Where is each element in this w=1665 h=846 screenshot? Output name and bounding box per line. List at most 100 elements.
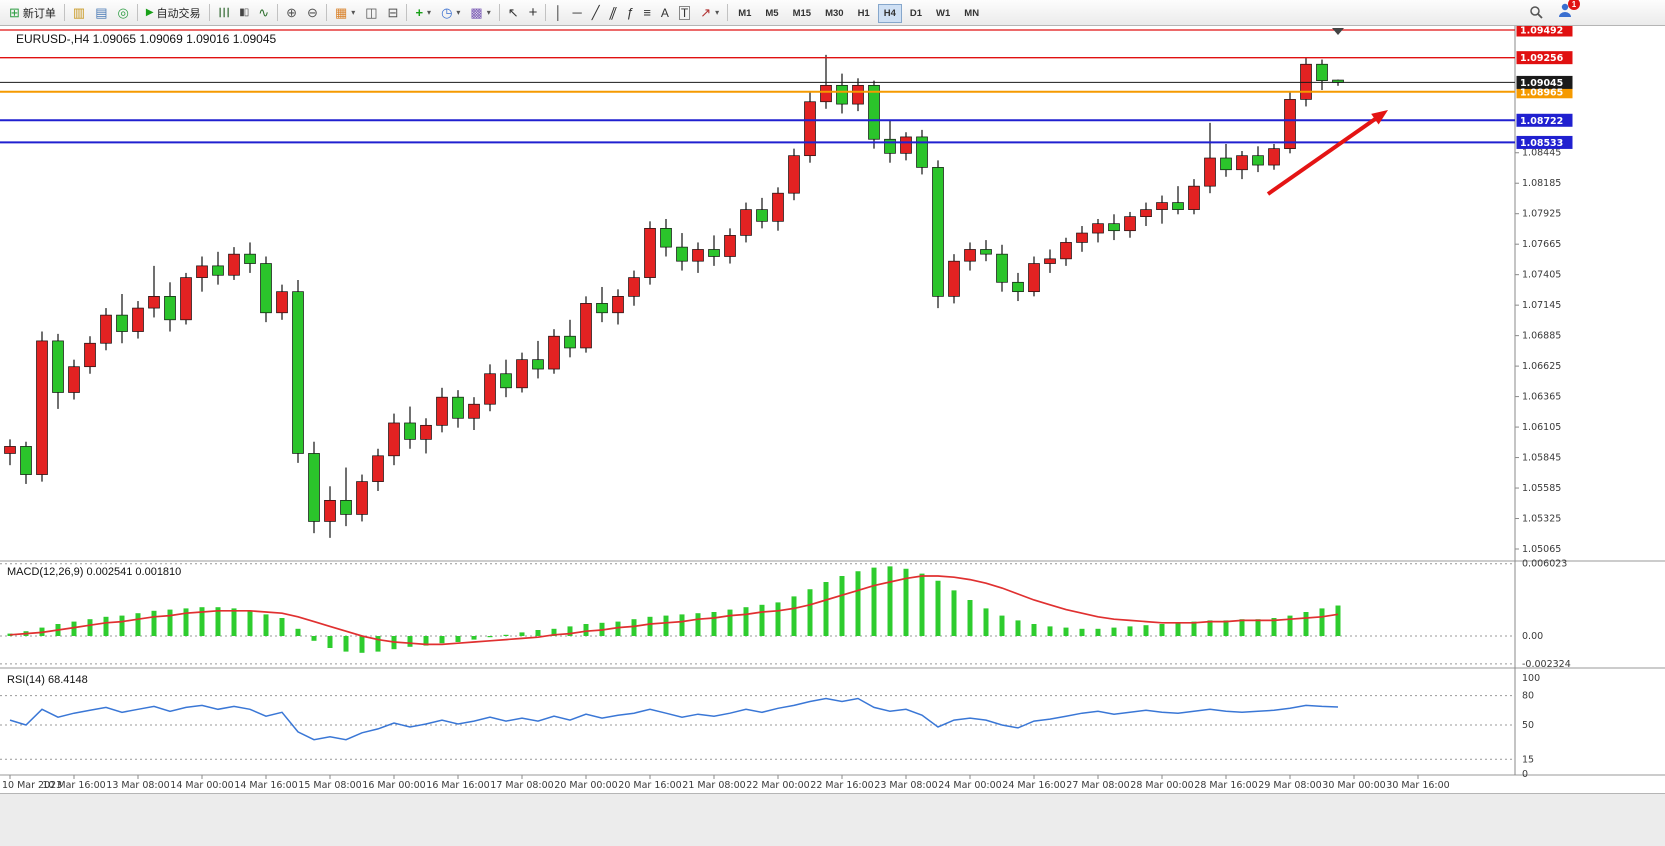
candle-down — [756, 209, 768, 222]
candle-down — [980, 249, 992, 255]
trend-arrow[interactable] — [1266, 114, 1381, 196]
toolbar-separator — [325, 4, 327, 21]
candle-down — [404, 422, 416, 440]
zoom-in-button[interactable]: ⊕ — [281, 2, 302, 23]
crosshair-button[interactable]: + — [524, 2, 543, 23]
data-window-button[interactable]: ▤ — [90, 2, 112, 23]
candle-down — [564, 335, 576, 349]
horizontal-line-button[interactable]: ─ — [568, 2, 587, 23]
price-tick-label: 1.05585 — [1522, 483, 1561, 494]
market-watch-icon: ▥ — [72, 5, 86, 20]
text-button[interactable]: A — [656, 2, 674, 23]
timeframe-button-H1[interactable]: H1 — [852, 4, 876, 23]
bar-chart-button[interactable]: ☰ — [213, 2, 235, 23]
candle-up — [68, 366, 80, 393]
navigator-button[interactable]: ◎ — [113, 2, 134, 23]
rsi-panel — [0, 695, 1515, 760]
price-chart[interactable]: 1.08445 1.08185 1.07925 1.07665 1.07405 1.071… — [0, 23, 1665, 793]
new-chart-button[interactable]: ▦ ▾ — [330, 2, 360, 23]
candle-down — [884, 138, 896, 154]
time-label: 30 Mar 16:00 — [1386, 780, 1449, 791]
text-label-button[interactable]: T — [674, 2, 695, 23]
trendline-button[interactable]: ╱ — [587, 2, 605, 23]
candle-up — [1060, 242, 1072, 260]
user-menu[interactable]: 1 — [1557, 0, 1580, 23]
arrows-button[interactable]: ↗ ▾ — [695, 2, 724, 23]
time-label: 20 Mar 00:00 — [554, 780, 617, 791]
toolbar-separator — [406, 4, 408, 21]
candle-down — [1108, 223, 1120, 232]
vertical-line-button[interactable]: │ — [549, 2, 567, 23]
candle-up — [612, 296, 624, 314]
toolbar-separator — [208, 4, 210, 21]
cursor-button[interactable]: ↖ — [503, 2, 524, 23]
candle-up — [580, 303, 592, 349]
fibonacci-button[interactable]: ƒ — [621, 2, 638, 23]
candle-down — [244, 253, 256, 264]
price-lines-layer[interactable] — [0, 23, 1573, 149]
timeframe-button-M15[interactable]: M15 — [787, 4, 817, 23]
chevron-down-icon: ▾ — [456, 8, 461, 17]
periods-button[interactable]: ◷ ▾ — [436, 2, 465, 23]
auto-trading-button[interactable]: ▶ 自动交易 — [141, 2, 206, 23]
price-box-resistance — [1516, 51, 1573, 65]
timeframe-button-M30[interactable]: M30 — [819, 4, 849, 23]
timeframe-button-D1[interactable]: D1 — [904, 4, 928, 23]
candle-up — [1028, 263, 1040, 293]
candle-up — [180, 277, 192, 321]
candle-up — [644, 228, 656, 278]
cascade-windows-icon: ⊟ — [387, 5, 399, 20]
templates-icon: ▩ — [470, 5, 483, 20]
new-order-button[interactable]: ⊞ 新订单 — [4, 2, 61, 23]
timeframe-button-M1[interactable]: M1 — [732, 4, 757, 23]
candle-down — [212, 265, 224, 276]
search-button[interactable] — [1524, 2, 1549, 23]
navigator-icon: ◎ — [117, 5, 129, 20]
candlestick-chart-button[interactable]: ▮▯ — [234, 2, 253, 23]
chart-window[interactable]: 1.08445 1.08185 1.07925 1.07665 1.07405 1.071… — [0, 23, 1665, 793]
candle-down — [308, 453, 320, 522]
candle-up — [1076, 232, 1088, 243]
price-tick-label: 1.05325 — [1522, 514, 1561, 525]
timeframe-button-H4[interactable]: H4 — [877, 3, 902, 23]
zoom-out-icon: ⊖ — [307, 5, 318, 20]
candle-down — [340, 499, 352, 515]
timeframe-button-W1[interactable]: W1 — [930, 4, 956, 23]
timeframe-button-MN[interactable]: MN — [958, 4, 985, 23]
candle-down — [1252, 155, 1264, 166]
market-watch-button[interactable]: ▥ — [68, 2, 90, 23]
time-label: 14 Mar 00:00 — [170, 780, 233, 791]
channel-icon: ∥ — [606, 5, 619, 20]
timeframe-button-M5[interactable]: M5 — [759, 4, 784, 23]
rsi-scale-label: 80 — [1522, 691, 1534, 702]
new-order-icon: ⊞ — [9, 5, 20, 20]
candle-down — [500, 373, 512, 389]
price-box-label: 1.09045 — [1520, 78, 1563, 89]
time-label: 30 Mar 00:00 — [1322, 780, 1385, 791]
candle-up — [1300, 63, 1312, 100]
candle-down — [836, 84, 848, 105]
zoom-out-button[interactable]: ⊖ — [302, 2, 323, 23]
arrows-icon: ↗ — [700, 5, 712, 20]
time-label: 13 Mar 08:00 — [106, 780, 169, 791]
tile-windows-button[interactable]: ◫ — [360, 2, 382, 23]
data-window-icon: ▤ — [95, 5, 108, 20]
line-chart-button[interactable]: ∿ — [253, 2, 274, 23]
candle-up — [1236, 155, 1248, 171]
search-icon — [1530, 6, 1543, 19]
price-tick-label: 1.06105 — [1522, 422, 1561, 433]
equidistant-channel-button[interactable]: ∥ — [605, 2, 622, 23]
indicators-button[interactable]: + ▾ — [410, 2, 436, 23]
candle-up — [84, 342, 96, 368]
candle-up — [820, 84, 832, 103]
templates-button[interactable]: ▩ ▾ — [465, 2, 495, 23]
cycle-lines-button[interactable]: ≡ — [638, 2, 656, 23]
time-axis[interactable] — [9, 775, 1419, 779]
candle-up — [948, 260, 960, 297]
chevron-down-icon: ▾ — [427, 8, 432, 17]
crosshair-icon: + — [528, 4, 538, 21]
candle-down — [868, 84, 880, 140]
candle-up — [900, 136, 912, 154]
cascade-windows-button[interactable]: ⊟ — [383, 2, 404, 23]
candle-down — [1220, 157, 1232, 171]
